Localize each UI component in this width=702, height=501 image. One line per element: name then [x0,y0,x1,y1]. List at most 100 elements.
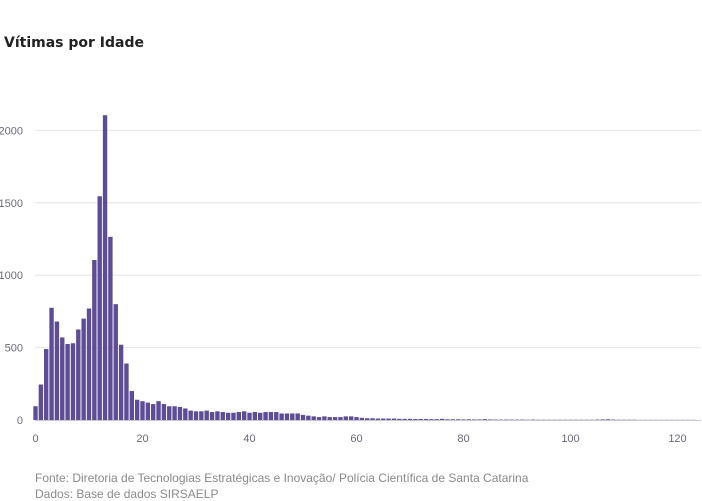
x-tick-label: 40 [243,433,255,445]
histogram-bar [178,407,182,420]
histogram-bar [312,416,316,420]
histogram-bar [221,412,225,420]
footer-source: Fonte: Diretoria de Tecnologias Estratég… [35,471,528,485]
histogram-bar [156,401,160,420]
histogram-bar [338,417,342,420]
gridlines [35,130,701,347]
histogram-bar [274,412,278,420]
histogram-bar [472,419,476,420]
histogram-bar [215,411,219,420]
histogram-bar [344,416,348,420]
histogram-bar [146,403,150,420]
histogram-bar [429,419,433,420]
histogram-bar [103,115,107,420]
histogram-bar [188,411,192,420]
histogram-bar [381,419,385,420]
histogram-bar [397,419,401,420]
histogram-bar [488,419,492,420]
histogram-bar [140,401,144,420]
histogram-bar [263,412,267,420]
histogram-bar [81,319,85,420]
histogram-bar [483,419,487,420]
histogram-bar [108,237,112,420]
histogram-bar [360,418,364,420]
histogram-bar [279,413,283,420]
histogram-bar [114,304,118,420]
histogram-bar [247,413,251,420]
histogram-bar [183,408,187,420]
histogram-bar [39,385,43,420]
histogram-bar [253,412,257,420]
histogram-bar [44,349,48,420]
histogram-bar [162,404,166,420]
y-tick-label: 1000 [0,270,23,282]
x-tick-label: 0 [32,433,38,445]
histogram-bar [445,419,449,420]
histogram-bar [328,417,332,420]
histogram-bar [269,412,273,420]
histogram-bar [451,419,455,420]
histogram-bar [71,343,75,420]
histogram-bar [606,419,610,420]
y-tick-label: 2000 [0,125,23,137]
histogram-bar [392,419,396,420]
histogram-bar [231,413,235,420]
histogram-bar [87,309,91,421]
histogram-bar [317,417,321,420]
histogram-bar [33,406,37,420]
x-tick-label: 20 [136,433,148,445]
histogram-bar [76,330,80,421]
histogram-bar [210,412,214,420]
histogram-bar [365,418,369,420]
histogram-bar [440,419,444,420]
histogram-bar [199,411,203,420]
histogram-bar [258,413,262,420]
histogram-bar [408,419,412,420]
histogram-bar [376,419,380,420]
histogram-bar [435,419,439,420]
histogram-bar [354,417,358,420]
histogram-bar [386,419,390,420]
histogram-bar [285,413,289,420]
y-tick-label: 0 [17,415,23,427]
histogram-bar [290,413,294,420]
histogram-bar [60,337,64,420]
histogram-bar [151,404,155,420]
histogram-bar [322,416,326,420]
x-tick-label: 80 [457,433,469,445]
histogram-bar [135,400,139,420]
histogram-bar [172,406,176,420]
histogram-bar [461,419,465,420]
x-tick-label: 60 [350,433,362,445]
histogram-bar [119,345,123,420]
histogram-bar [419,419,423,420]
histogram-bar [205,411,209,420]
histogram-bar [194,411,198,420]
x-tick-label: 100 [561,433,579,445]
histogram-bar [167,406,171,420]
histogram-bar [467,419,471,420]
histogram-bar [600,419,604,420]
histogram-bar [349,416,353,420]
histogram-bar [456,419,460,420]
histogram-bar [333,417,337,420]
histogram-bar [242,411,246,420]
histogram-bar [424,419,428,420]
histogram-bar [124,364,128,420]
y-tick-label: 500 [5,343,23,355]
histogram-bar [301,415,305,420]
histogram-bar [370,418,374,420]
histogram-bar [306,416,310,420]
histogram-bar [55,322,59,420]
histogram-bar [130,391,134,420]
histogram-bar [477,419,481,420]
footer-data: Dados: Base de dados SIRSAELP [35,487,218,501]
histogram-bar [49,308,53,420]
histogram-bar [92,260,96,420]
histogram-bar [413,419,417,420]
histogram-bar [98,196,102,420]
histogram-bar [402,419,406,420]
bars [33,115,695,420]
